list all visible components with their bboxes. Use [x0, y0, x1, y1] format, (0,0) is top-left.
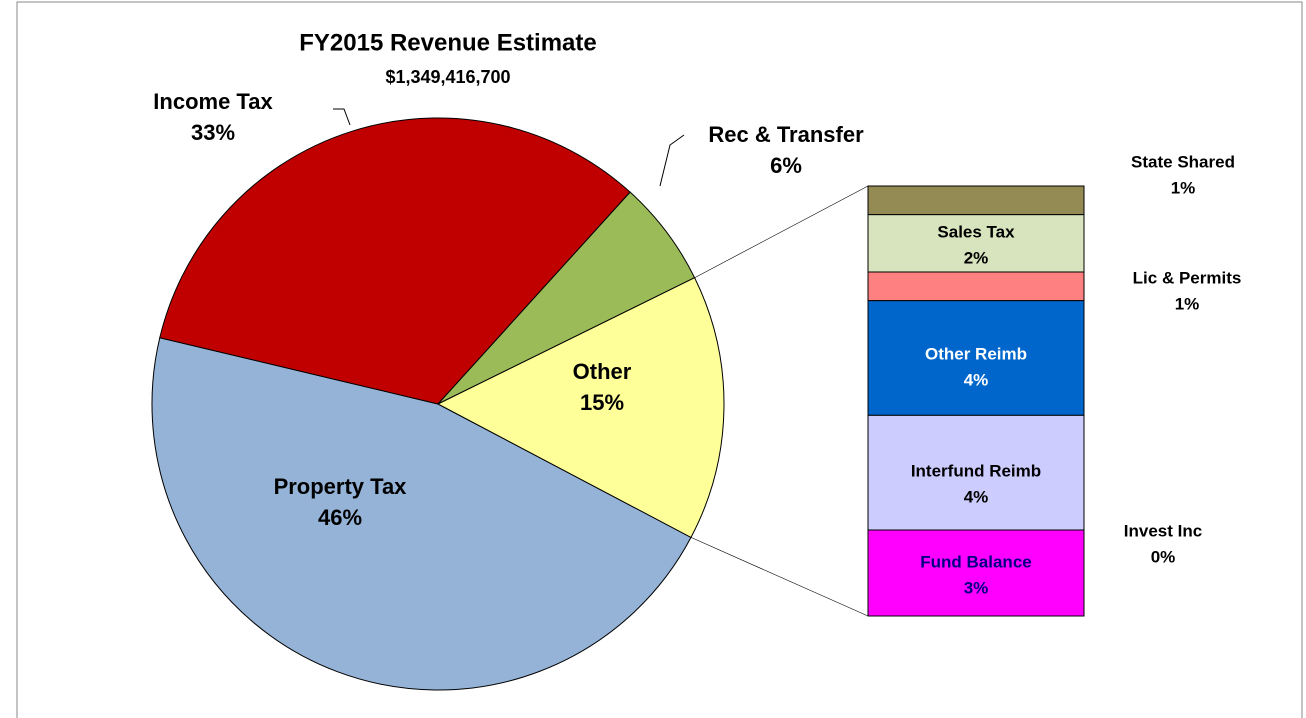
- pie-slice: [436, 277, 725, 539]
- bar-value-label: 3%: [964, 578, 989, 597]
- pie-slice: [151, 337, 692, 691]
- slice-value-label: 46%: [318, 505, 362, 530]
- bar-segment: [867, 185, 1085, 216]
- bar-segment: [867, 214, 1085, 273]
- slice-label: Rec & Transfer: [708, 122, 864, 147]
- slice-label: Property Tax: [274, 474, 408, 499]
- slice-value-label: 15%: [580, 390, 624, 415]
- bar-value-label: 1%: [1171, 178, 1196, 197]
- slice-value-label: 33%: [191, 120, 235, 145]
- bar-label: State Shared: [1131, 152, 1235, 171]
- bar-value-label: 4%: [964, 370, 989, 389]
- bar-segment: [867, 414, 1085, 531]
- bar-value-label: 0%: [1151, 547, 1176, 566]
- slice-value-label: 6%: [770, 153, 802, 178]
- leader-line: [659, 134, 685, 187]
- pie-slice: [159, 117, 631, 405]
- slice-label: Income Tax: [153, 89, 273, 114]
- connector-line: [694, 185, 869, 278]
- bar-value-label: 1%: [1175, 294, 1200, 313]
- bar-segment: [867, 300, 1085, 416]
- chart-title: FY2015 Revenue Estimate: [299, 29, 596, 56]
- bar-label: Fund Balance: [920, 552, 1031, 571]
- bar-label: Lic & Permits: [1133, 268, 1242, 287]
- leader-line: [333, 108, 351, 126]
- bar-value-label: 4%: [964, 487, 989, 506]
- connector-line: [690, 537, 869, 617]
- bar-label: Other Reimb: [925, 344, 1027, 363]
- bar-segment: [867, 529, 1085, 617]
- bar-label: Invest Inc: [1124, 521, 1202, 540]
- chart-subtitle: $1,349,416,700: [385, 67, 510, 87]
- bar-segment: [867, 271, 1085, 302]
- bar-label: Interfund Reimb: [911, 461, 1041, 480]
- slice-label: Other: [573, 359, 632, 384]
- bar-value-label: 2%: [964, 248, 989, 267]
- bar-label: Sales Tax: [937, 222, 1015, 241]
